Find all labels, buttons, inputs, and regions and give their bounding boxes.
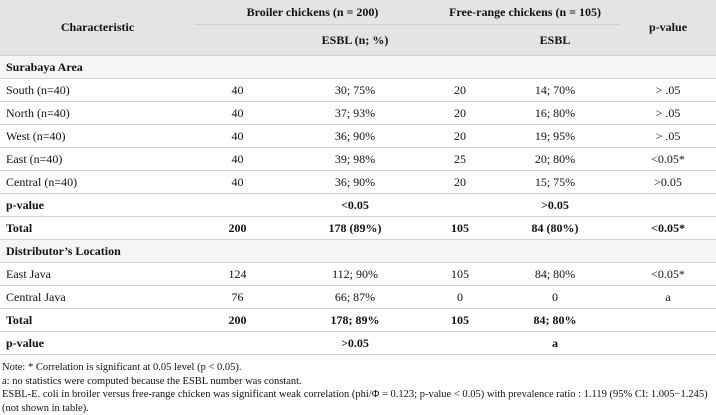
data-table: Characteristic Broiler chickens (n = 200… bbox=[0, 0, 716, 355]
table-cell: 15; 75% bbox=[490, 170, 621, 194]
table-cell bbox=[620, 193, 716, 217]
table-row: East (n=40) 40 39; 98% 25 20; 80% <0.05* bbox=[0, 147, 716, 171]
table-cell: >0.05 bbox=[490, 193, 621, 217]
table-cell: <0.05* bbox=[620, 262, 716, 286]
table-row: Total 200 178 (89%) 105 84 (80%) <0.05* bbox=[0, 216, 716, 240]
table-cell: 105 bbox=[430, 216, 491, 240]
table-cell: 16; 80% bbox=[490, 101, 621, 125]
table-row: North (n=40) 40 37; 93% 20 16; 80% > .05 bbox=[0, 101, 716, 125]
table-cell: 20 bbox=[430, 78, 491, 102]
table-cell: <0.05* bbox=[620, 147, 716, 171]
table-cell: 40 bbox=[195, 101, 280, 125]
table-cell: 76 bbox=[195, 285, 280, 309]
table-row: West (n=40) 40 36; 90% 20 19; 95% > .05 bbox=[0, 124, 716, 148]
table-row: South (n=40) 40 30; 75% 20 14; 70% > .05 bbox=[0, 78, 716, 102]
table-cell: 178 (89%) bbox=[280, 216, 431, 240]
table-cell: 200 bbox=[195, 308, 280, 332]
table-cell: <0.05 bbox=[280, 193, 431, 217]
table-cell: Central Java bbox=[0, 285, 195, 309]
table-cell: >0.05 bbox=[620, 170, 716, 194]
note: Note: * Correlation is significant at 0.… bbox=[2, 362, 242, 373]
table-cell: 66; 87% bbox=[280, 285, 431, 309]
table-cell: 36; 90% bbox=[280, 170, 431, 194]
table-cell: p-value bbox=[0, 193, 195, 217]
table-cell: East (n=40) bbox=[0, 147, 195, 171]
table-row: Surabaya Area bbox=[0, 55, 716, 79]
table-header: Characteristic Broiler chickens (n = 200… bbox=[0, 0, 716, 56]
table-cell: 40 bbox=[195, 78, 280, 102]
header-cell: p-value bbox=[620, 0, 716, 56]
table-cell: 20 bbox=[430, 170, 491, 194]
table-cell: > .05 bbox=[620, 124, 716, 148]
table-cell: <0.05* bbox=[620, 216, 716, 240]
table-cell: a bbox=[620, 285, 716, 309]
table-cell bbox=[430, 331, 491, 355]
table-cell: 124 bbox=[195, 262, 280, 286]
table-cell bbox=[620, 331, 716, 355]
header-cell: Characteristic bbox=[0, 0, 195, 56]
table-cell: 84; 80% bbox=[490, 262, 621, 286]
section-label: Distributor’s Location bbox=[0, 239, 716, 263]
table-cell: 112; 90% bbox=[280, 262, 431, 286]
section-label: Surabaya Area bbox=[0, 55, 716, 79]
table-cell: 14; 70% bbox=[490, 78, 621, 102]
table-cell: 200 bbox=[195, 216, 280, 240]
header-cell: ESBL bbox=[490, 24, 621, 56]
table-cell: a bbox=[490, 331, 621, 355]
table-cell: 105 bbox=[430, 262, 491, 286]
table-row: p-value <0.05 >0.05 bbox=[0, 193, 716, 217]
table-cell: 40 bbox=[195, 124, 280, 148]
table-cell: 40 bbox=[195, 170, 280, 194]
header-cell: ESBL (n; %) bbox=[280, 24, 431, 56]
table-cell: South (n=40) bbox=[0, 78, 195, 102]
table-cell: North (n=40) bbox=[0, 101, 195, 125]
header-cell bbox=[430, 24, 491, 56]
table-row: Central Java 76 66; 87% 0 0 a bbox=[0, 285, 716, 309]
table-cell: > .05 bbox=[620, 78, 716, 102]
table-cell: Central (n=40) bbox=[0, 170, 195, 194]
table-cell: 25 bbox=[430, 147, 491, 171]
table-cell: East Java bbox=[0, 262, 195, 286]
table-cell: 19; 95% bbox=[490, 124, 621, 148]
table-cell: p-value bbox=[0, 331, 195, 355]
table-cell: 30; 75% bbox=[280, 78, 431, 102]
note: a: no statistics were computed because t… bbox=[2, 375, 302, 387]
table-cell: 84; 80% bbox=[490, 308, 621, 332]
table-row: p-value >0.05 a bbox=[0, 331, 716, 355]
table-cell: 20 bbox=[430, 101, 491, 125]
table-cell: 0 bbox=[430, 285, 491, 309]
table-row: Total 200 178; 89% 105 84; 80% bbox=[0, 308, 716, 332]
table-cell: 36; 90% bbox=[280, 124, 431, 148]
table-cell: 178; 89% bbox=[280, 308, 431, 332]
table-cell bbox=[195, 331, 280, 355]
table-cell: West (n=40) bbox=[0, 124, 195, 148]
note: ESBL-E. coli in broiler versus free-rang… bbox=[2, 389, 708, 414]
table-cell: 84 (80%) bbox=[490, 216, 621, 240]
header-cell: Free-range chickens (n = 105) bbox=[430, 0, 621, 25]
header-cell bbox=[195, 24, 280, 56]
table-cell: Total bbox=[0, 308, 195, 332]
table-cell: Total bbox=[0, 216, 195, 240]
table-cell: >0.05 bbox=[280, 331, 431, 355]
table-row: East Java 124 112; 90% 105 84; 80% <0.05* bbox=[0, 262, 716, 286]
notes: Note: * Correlation is significant at 0.… bbox=[0, 355, 716, 415]
table-body: Surabaya Area South (n=40) 40 30; 75% 20 14; … bbox=[0, 55, 716, 355]
table-cell: 20; 80% bbox=[490, 147, 621, 171]
table-cell: 20 bbox=[430, 124, 491, 148]
table-cell: > .05 bbox=[620, 101, 716, 125]
table-cell: 39; 98% bbox=[280, 147, 431, 171]
table-cell bbox=[620, 308, 716, 332]
table-cell bbox=[195, 193, 280, 217]
table-row: Distributor’s Location bbox=[0, 239, 716, 263]
table-cell: 105 bbox=[430, 308, 491, 332]
table-cell: 0 bbox=[490, 285, 621, 309]
table-cell bbox=[430, 193, 491, 217]
header-cell: Broiler chickens (n = 200) bbox=[195, 0, 431, 25]
table-row: Central (n=40) 40 36; 90% 20 15; 75% >0.05 bbox=[0, 170, 716, 194]
table-cell: 40 bbox=[195, 147, 280, 171]
table-cell: 37; 93% bbox=[280, 101, 431, 125]
